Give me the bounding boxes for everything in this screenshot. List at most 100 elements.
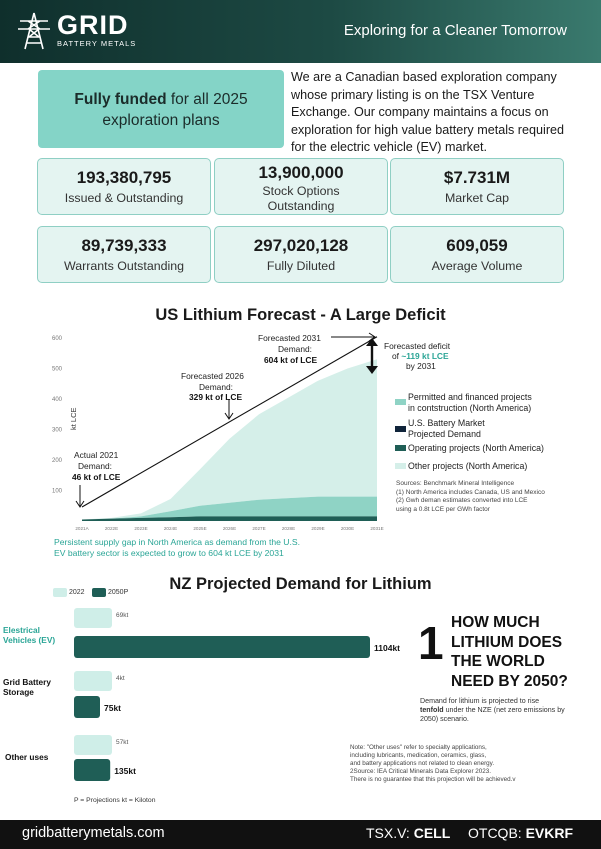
area-other	[82, 359, 377, 520]
nz-bar-2050P-2	[74, 759, 111, 781]
logo-subtitle: BATTERY METALS	[57, 39, 137, 48]
us-x-tick-label: 2027E	[252, 526, 265, 531]
nz-bar-2050P-1	[74, 696, 100, 718]
nz-legend-swatch-2050	[92, 588, 106, 597]
annot-2031-l1: Forecasted 2031	[258, 333, 321, 343]
nz-bar-label: 1104kt	[374, 643, 400, 653]
us-y-tick-label: 200	[52, 458, 63, 464]
funded-line2: exploration plans	[102, 112, 220, 129]
nz-bar-2022-1	[74, 671, 112, 691]
tsx-ticker: TSX.V: CELL	[366, 825, 451, 841]
stat-label: Issued & Outstanding	[64, 191, 184, 205]
stat-value: 193,380,795	[76, 168, 172, 187]
stat-card-issued: 193,380,795 Issued & Outstanding	[37, 158, 211, 215]
us-y-tick-label: 300	[52, 428, 63, 434]
us-chart-sources: Sources: Benchmark Mineral Intelligence …	[396, 480, 545, 513]
svg-text:of ~119 kt LCE: of ~119 kt LCE	[392, 351, 449, 361]
us-x-tick-label: 2021A	[75, 526, 89, 531]
us-x-tick-label: 2031E	[370, 526, 383, 531]
nz-legend-2022: 2022	[69, 589, 85, 596]
annot-2031-l3: 604 kt of LCE	[264, 355, 317, 365]
us-y-tick-label: 400	[52, 397, 63, 403]
us-y-axis-label: kt LCE	[69, 407, 78, 430]
annot-2021-l3: 46 kt of LCE	[72, 472, 121, 482]
arrow-2021	[75, 485, 85, 508]
us-x-tick-label: 2026E	[223, 526, 236, 531]
us-y-tick-label: 100	[52, 489, 63, 495]
header-tagline: Exploring for a Cleaner Tomorrow	[343, 22, 567, 39]
legend-swatch-other	[395, 463, 406, 469]
header-bar	[0, 0, 601, 63]
funded-bold: Fully funded	[74, 91, 167, 108]
nz-bar-label: 57kt	[116, 739, 128, 746]
notes-block: Note: "Other uses" refer to specialty ap…	[350, 744, 516, 783]
stat-label: Market Cap	[444, 191, 510, 205]
us-y-tick-label: 600	[52, 336, 63, 342]
us-x-tick-label: 2022E	[105, 526, 118, 531]
nz-bar-2022-2	[74, 735, 112, 755]
nz-bar-label: 4kt	[116, 675, 125, 682]
arrow-2026	[224, 399, 234, 420]
us-x-tick-label: 2030E	[341, 526, 354, 531]
stat-label: Average Volume	[431, 259, 523, 273]
legend-operating: Operating projects (North America)	[408, 443, 544, 453]
nz-cat-ev: Elestrical Vehicles (EV)	[3, 625, 56, 645]
legend-swatch-operating	[395, 445, 406, 451]
nz-bar-label: 75kt	[104, 703, 121, 713]
nz-legend-swatch-2022	[53, 588, 67, 597]
funded-rest: for all 2025	[166, 91, 248, 108]
logo-text: GRID	[57, 10, 129, 40]
nz-demand-chart: 69kt 1104kt 4kt 75kt 57kt 135kt	[74, 608, 400, 781]
legend-permitted: Permitted and financed projects in contst…	[408, 392, 532, 413]
us-x-tick-label: 2023E	[134, 526, 147, 531]
legend-swatch-permitted	[395, 399, 406, 405]
stat-card-market-cap: $7.731M Market Cap	[390, 158, 564, 215]
stat-value: 609,059	[446, 236, 508, 255]
stat-value: $7.731M	[443, 168, 511, 187]
nz-bar-2022-0	[74, 608, 112, 628]
callout-heading: HOW MUCH LITHIUM DOES THE WORLD NEED BY …	[451, 614, 568, 690]
stat-label: Stock Options Outstanding	[262, 184, 340, 213]
deficit-l2a: of	[392, 351, 401, 361]
annot-2021-l1: Actual 2021	[74, 450, 119, 460]
us-x-tick-label: 2029E	[311, 526, 324, 531]
us-y-tick-label: 500	[52, 367, 63, 373]
nz-cat-other: Other uses	[5, 752, 49, 762]
otcqb-ticker: OTCQB: EVKRF	[468, 825, 574, 841]
stat-card-warrants: 89,739,333 Warrants Outstanding	[37, 226, 211, 283]
deficit-arrow-heads	[366, 338, 378, 374]
area-operating	[82, 516, 377, 521]
us-x-tick-label: 2025E	[193, 526, 206, 531]
nz-bar-label: 69kt	[116, 612, 128, 619]
legend-swatch-demand	[395, 426, 406, 432]
area-permitted	[82, 496, 377, 520]
annot-2026-l3: 329 kt of LCE	[189, 392, 242, 402]
annot-2026-l2: Demand:	[199, 382, 233, 392]
annot-2031-l2: Demand:	[278, 344, 312, 354]
nz-footnote: P = Projections kt = Kiloton	[74, 797, 156, 804]
stat-card-average-volume: 609,059 Average Volume	[390, 226, 564, 283]
stat-label: Fully Diluted	[266, 259, 336, 273]
us-chart-title: US Lithium Forecast - A Large Deficit	[155, 306, 446, 324]
stat-card-options: 13,900,000 Stock Options Outstanding	[214, 158, 388, 215]
callout-description: Demand for lithium is projected to rise …	[420, 697, 565, 723]
footer-bar	[0, 820, 601, 849]
deficit-l3: by 2031	[406, 361, 436, 371]
us-chart-caption: Persistent supply gap in North America a…	[54, 537, 300, 558]
fully-funded-box: Fully funded for all 2025 exploration pl…	[38, 70, 284, 148]
website-link[interactable]: gridbatterymetals.com	[22, 825, 165, 841]
nz-cat-grid: Grid Battery Storage	[3, 677, 51, 697]
us-lithium-chart: 600 500 400 300 200 100 2021A 2022E 2023E 2024E 2…	[52, 332, 451, 531]
tower-logo-icon	[18, 12, 50, 50]
stat-label: Warrants Outstanding	[63, 259, 185, 273]
annot-2026-l1: Forecasted 2026	[181, 371, 244, 381]
nz-legend-2050: 2050P	[108, 589, 129, 596]
stat-value: 13,900,000	[258, 163, 344, 182]
stat-card-fully-diluted: 297,020,128 Fully Diluted	[214, 226, 388, 283]
deficit-l2b: ~119 kt LCE	[401, 351, 449, 361]
nz-chart-title: NZ Projected Demand for Lithium	[169, 575, 432, 593]
deficit-l1: Forecasted deficit	[384, 341, 451, 351]
demand-line	[81, 336, 378, 508]
nz-bar-label: 135kt	[114, 766, 136, 776]
us-x-tick-label: 2028E	[282, 526, 295, 531]
